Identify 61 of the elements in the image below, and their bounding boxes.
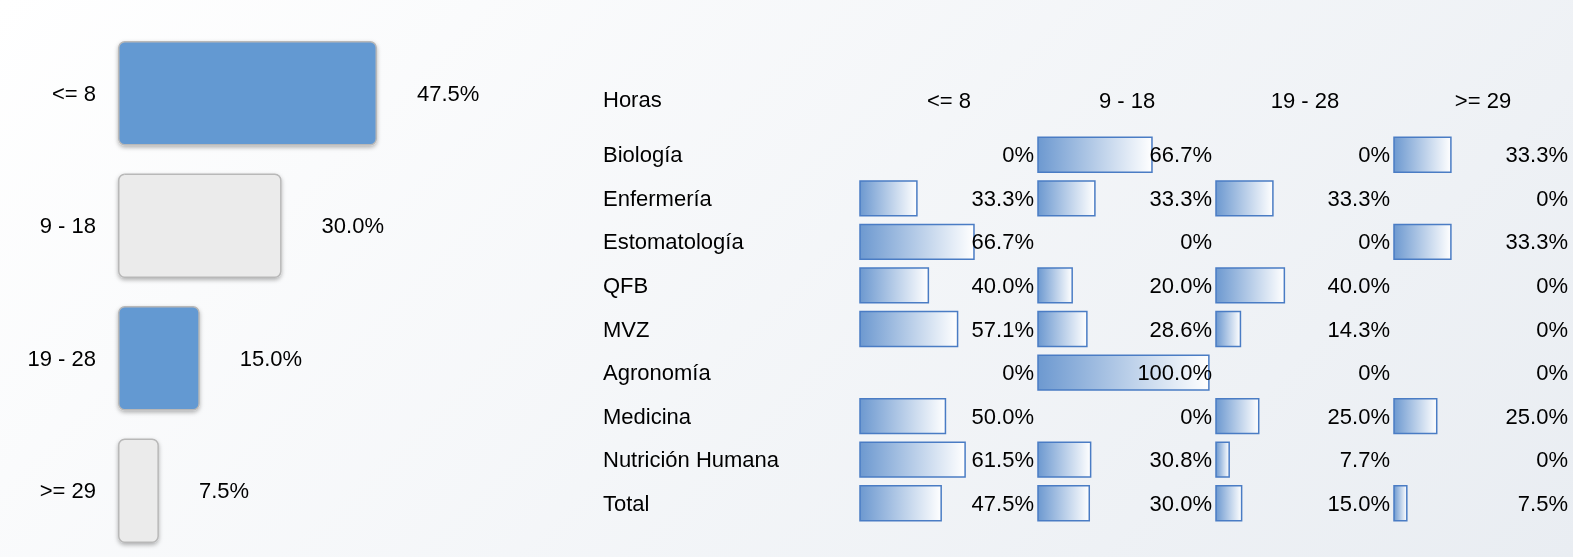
y-tick-label: Nutrición Humana xyxy=(603,447,780,473)
data-label: 0% xyxy=(1358,360,1390,386)
data-label: 14.3% xyxy=(1327,316,1390,342)
y-tick-label: QFB xyxy=(603,272,649,298)
y-tick-label: Enfermería xyxy=(603,185,713,211)
y-tick-label: Estomatología xyxy=(603,229,745,255)
data-label: 0% xyxy=(1002,360,1034,386)
x-tick-label: <= 8 xyxy=(926,87,972,113)
data-label: 0% xyxy=(1358,142,1390,168)
y-tick-label: Medicina xyxy=(603,403,692,429)
data-label: 0% xyxy=(1180,403,1212,429)
data-label: 28.6% xyxy=(1149,316,1212,342)
data-label: 33.3% xyxy=(1149,185,1212,211)
data-label: 0% xyxy=(1180,229,1212,255)
bar xyxy=(118,438,159,544)
y-axis-title: Horas xyxy=(603,86,662,112)
y-tick-label: >= 29 xyxy=(39,478,96,504)
data-label: 33.3% xyxy=(971,185,1034,211)
y-tick-label: 19 - 28 xyxy=(27,345,96,371)
data-label: 25.0% xyxy=(1505,403,1568,429)
data-label: 30.0% xyxy=(321,213,384,239)
data-label: 47.5% xyxy=(417,80,480,106)
data-label: 0% xyxy=(1536,447,1568,473)
data-label: 0% xyxy=(1358,229,1390,255)
data-label: 7.7% xyxy=(1339,447,1390,473)
data-label: 33.3% xyxy=(1327,185,1390,211)
data-label: 40.0% xyxy=(1327,272,1390,298)
data-label: 50.0% xyxy=(971,403,1034,429)
y-tick-label: Agronomía xyxy=(603,360,712,386)
data-label: 20.0% xyxy=(1149,272,1212,298)
bar xyxy=(118,305,200,411)
data-label: 0% xyxy=(1536,316,1568,342)
data-label: 30.8% xyxy=(1149,447,1212,473)
data-label: 40.0% xyxy=(971,272,1034,298)
data-label: 15.0% xyxy=(1327,490,1390,516)
y-tick-label: Total xyxy=(603,490,650,516)
data-label: 0% xyxy=(1536,272,1568,298)
y-tick-label: MVZ xyxy=(603,316,650,342)
y-tick-label: Biología xyxy=(603,142,684,168)
y-tick-label: 9 - 18 xyxy=(39,213,96,239)
data-label: 66.7% xyxy=(971,229,1034,255)
x-tick-label: 19 - 28 xyxy=(1270,87,1340,113)
data-label: 0% xyxy=(1536,185,1568,211)
data-label: 25.0% xyxy=(1327,403,1390,429)
x-tick-label: 9 - 18 xyxy=(1098,87,1156,113)
data-label: 7.5% xyxy=(1517,490,1568,516)
data-label: 33.3% xyxy=(1505,142,1568,168)
data-label: 66.7% xyxy=(1149,142,1212,168)
data-label: 7.5% xyxy=(198,478,250,504)
bar xyxy=(118,40,377,146)
data-label: 0% xyxy=(1536,360,1568,386)
data-label: 15.0% xyxy=(239,345,303,371)
data-label: 33.3% xyxy=(1505,229,1568,255)
bar xyxy=(118,173,282,279)
data-label: 0% xyxy=(1002,142,1034,168)
x-tick-label: >= 29 xyxy=(1454,87,1512,113)
data-label: 30.0% xyxy=(1149,490,1212,516)
data-label: 61.5% xyxy=(971,447,1034,473)
data-label: 47.5% xyxy=(971,490,1034,516)
data-label: 57.1% xyxy=(971,316,1034,342)
data-label: 100.0% xyxy=(1137,360,1212,386)
